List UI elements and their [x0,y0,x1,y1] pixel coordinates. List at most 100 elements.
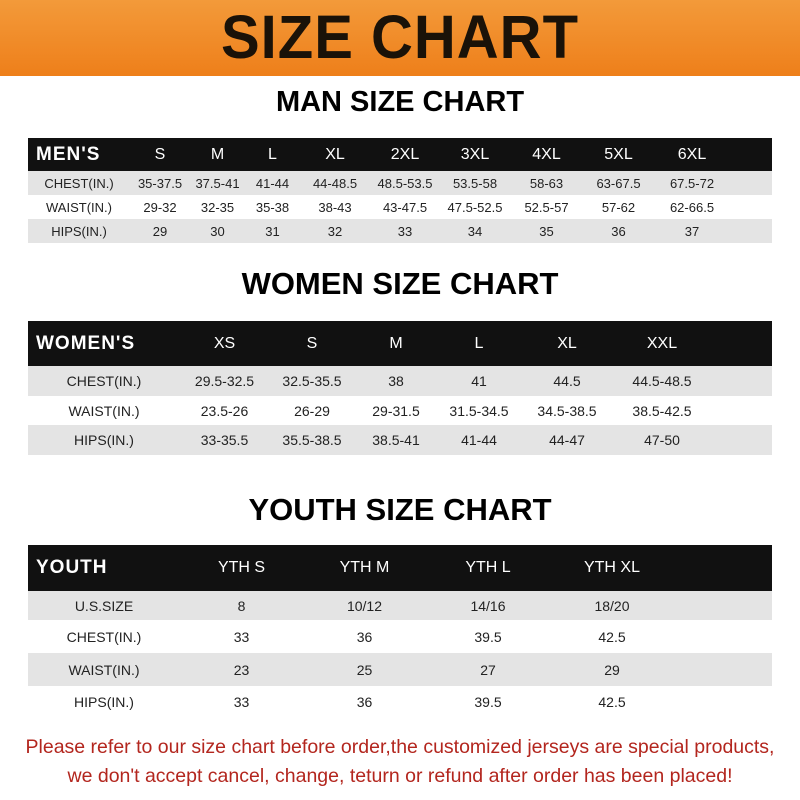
row-label: WAIST(IN.) [68,661,140,678]
men-section-title: MAN SIZE CHART [275,86,525,118]
table-cell: 26-29 [294,402,330,419]
row-label: CHEST(IN.) [66,628,142,645]
row-label: WAIST(IN.) [46,199,112,215]
table-cell: 37.5-41 [195,175,240,191]
table-cell: 39.5 [474,694,502,710]
table-cell: XS [213,334,236,352]
table-cell: 47-50 [644,432,680,448]
table-cell: 44.5 [553,373,581,389]
order-note-line-2: we don't accept cancel, change, teturn o… [67,765,733,787]
women-size-table: WOMEN'S XS S M L XL XXL CHEST(IN.) 29.5-32.5 32.5… [28,321,772,455]
table-cell: 6XL [677,145,707,163]
row-label: HIPS(IN.) [74,432,134,448]
table-row: WAIST(IN.) 23 25 27 29 [28,653,772,686]
table-cell: 63-67.5 [596,175,641,191]
table-cell: 62-66.5 [669,199,715,215]
table-cell: L [268,145,277,163]
table-row: WAIST(IN.) 29-32 32-35 35-38 38-43 43-47.5 47.… [28,195,772,219]
table-cell: M [389,334,403,352]
table-cell: 34 [467,223,483,239]
row-label: HIPS(IN.) [51,223,107,239]
table-cell: 32 [327,223,343,239]
table-cell: 44.5-48.5 [632,373,692,389]
table-cell: 48.5-53.5 [377,175,433,191]
table-cell: 36 [611,223,626,239]
table-cell: 33-35.5 [200,432,249,448]
table-cell: 14/16 [470,597,506,614]
table-cell: YTH XL [583,559,640,576]
table-cell: 38-43 [318,199,352,215]
table-cell: 41 [471,373,487,389]
table-cell: 42.5 [598,694,626,710]
row-label: WAIST(IN.) [68,402,140,419]
men-size-table: MEN'S S M L XL 2XL 3XL 4XL 5XL 6XL CHEST(IN.) 35-37… [28,138,772,243]
table-row: HIPS(IN.) 33-35.5 35.5-38.5 38.5-41 41-44 44-… [28,425,772,455]
table-cell: 5XL [604,145,633,163]
table-header-row: YOUTH YTH S YTH M YTH L YTH XL [28,545,772,591]
table-cell: YTH L [465,559,511,576]
table-header-row: MEN'S S M L XL 2XL 3XL 4XL 5XL 6XL [28,138,772,171]
table-cell: 29 [152,223,168,239]
table-cell: YTH M [339,559,390,576]
table-cell: 29 [604,661,620,678]
table-cell: 36 [356,694,373,710]
table-cell: 38.5-42.5 [632,402,692,419]
table-cell: 43-47.5 [382,199,428,215]
youth-section-title: YOUTH SIZE CHART [248,492,552,527]
table-cell: 57-62 [601,199,636,215]
table-cell: S [306,334,318,352]
table-row: CHEST(IN.) 35-37.5 37.5-41 41-44 44-48.5 48.5… [28,171,772,195]
order-note-line-1: Please refer to our size chart before or… [25,736,775,758]
table-cell: 35 [539,223,554,239]
table-row: U.S.SIZE 8 10/12 14/16 18/20 [28,591,772,620]
table-cell: 32.5-35.5 [282,373,342,389]
page-title: SIZE CHART [221,3,579,72]
row-label: WOMEN'S [36,332,136,354]
row-label: HIPS(IN.) [74,694,134,710]
table-cell: L [474,334,484,352]
youth-size-table: YOUTH YTH S YTH M YTH L YTH XL U.S.SIZE 8 10/12… [28,545,772,718]
table-cell: 42.5 [598,628,626,645]
table-cell: 10/12 [346,597,383,614]
table-cell: 38 [388,373,404,389]
table-cell: 33 [397,223,413,239]
row-label: U.S.SIZE [74,597,134,614]
table-cell: YTH S [217,559,266,576]
table-cell: 35.5-38.5 [282,432,342,448]
table-cell: 23 [233,661,250,678]
table-cell: S [154,145,166,163]
row-label: CHEST(IN.) [44,175,114,191]
table-cell: 41-44 [255,175,290,191]
table-row: WAIST(IN.) 23.5-26 26-29 29-31.5 31.5-34.5 34… [28,396,772,425]
table-cell: 4XL [532,145,561,163]
table-cell: 29.5-32.5 [194,373,255,389]
table-cell: M [210,145,225,163]
table-cell: 35-37.5 [137,175,183,191]
table-cell: 47.5-52.5 [447,199,503,215]
table-cell: 44-47 [549,432,585,448]
table-row: HIPS(IN.) 33 36 39.5 42.5 [28,686,772,718]
table-cell: 30 [210,223,225,239]
table-cell: 33 [233,628,250,645]
table-header-row: WOMEN'S XS S M L XL XXL [28,321,772,366]
table-cell: 23.5-26 [200,402,249,419]
table-cell: 31.5-34.5 [449,402,509,419]
table-cell: 58-63 [529,175,564,191]
table-cell: 44-48.5 [312,175,358,191]
table-cell: 33 [233,694,250,710]
table-cell: XXL [646,334,678,352]
table-cell: 34.5-38.5 [537,402,597,419]
table-cell: 25 [356,661,373,678]
table-cell: 53.5-58 [452,175,498,191]
women-section-title: WOMEN SIZE CHART [241,266,559,301]
table-cell: 27 [480,661,496,678]
table-cell: 38.5-41 [372,432,420,448]
table-cell: 32-35 [200,199,235,215]
title-banner: SIZE CHART [0,0,800,76]
table-cell: 39.5 [474,628,502,645]
row-label: MEN'S [36,143,101,165]
row-label: CHEST(IN.) [66,373,142,389]
table-cell: 3XL [460,145,490,163]
table-row: CHEST(IN.) 33 36 39.5 42.5 [28,620,772,653]
table-cell: 29-31.5 [372,402,420,419]
